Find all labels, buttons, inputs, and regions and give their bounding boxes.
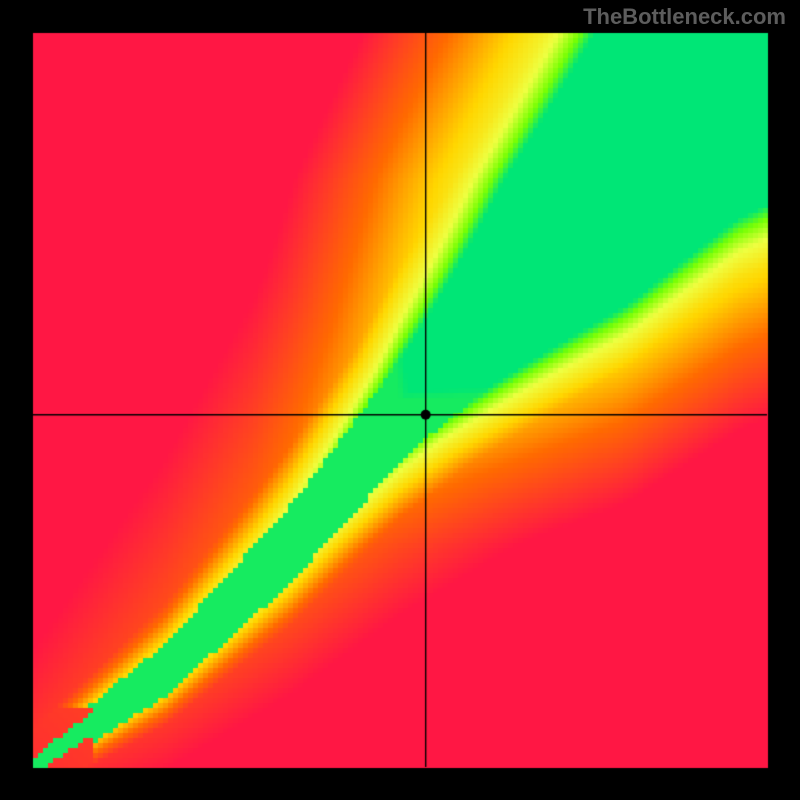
heatmap-canvas: [0, 0, 800, 800]
watermark-text: TheBottleneck.com: [583, 4, 786, 30]
chart-container: TheBottleneck.com: [0, 0, 800, 800]
